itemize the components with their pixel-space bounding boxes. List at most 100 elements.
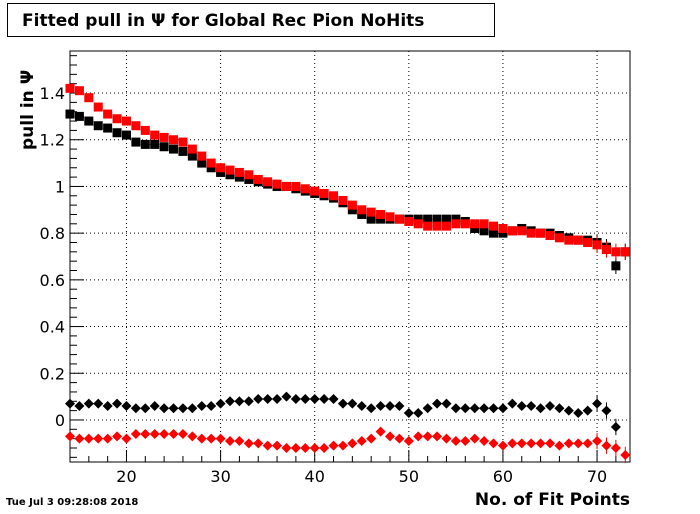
- data-point-square: [225, 165, 235, 175]
- data-point-square: [121, 130, 131, 140]
- data-point-diamond: [413, 431, 424, 442]
- data-point-diamond: [319, 393, 330, 404]
- data-point-square: [601, 244, 611, 254]
- data-point-square: [112, 128, 122, 138]
- timestamp: Tue Jul 3 09:28:08 2018: [6, 497, 139, 508]
- data-point-diamond: [102, 433, 113, 444]
- x-tick-label: 20: [116, 467, 136, 486]
- data-point-diamond: [573, 407, 584, 418]
- data-point-square: [573, 235, 583, 245]
- data-point-diamond: [177, 403, 188, 414]
- chart-title: Fitted pull in Ψ for Global Rec Pion NoH…: [7, 3, 495, 37]
- data-point-square: [197, 158, 207, 168]
- data-point-square: [441, 221, 451, 231]
- data-point-square: [244, 170, 254, 180]
- x-tick-label: 40: [305, 467, 325, 486]
- data-point-square: [489, 228, 499, 238]
- y-tick-label: 0.4: [40, 318, 65, 337]
- plot-frame: [69, 50, 631, 463]
- data-point-diamond: [112, 398, 123, 409]
- data-point-square: [404, 216, 414, 226]
- data-point-diamond: [403, 407, 414, 418]
- data-point-diamond: [281, 442, 292, 453]
- data-point-diamond: [347, 398, 358, 409]
- data-point-square: [169, 135, 179, 145]
- data-point-square: [498, 223, 508, 233]
- data-point-square: [84, 116, 94, 126]
- data-point-diamond: [225, 435, 235, 446]
- data-point-square: [413, 214, 423, 224]
- data-point-diamond: [215, 398, 226, 409]
- data-point-diamond: [545, 438, 555, 449]
- data-point-diamond: [460, 403, 471, 414]
- data-point-diamond: [497, 403, 508, 414]
- data-point-square: [131, 137, 141, 147]
- data-point-diamond: [300, 393, 311, 404]
- data-point-diamond: [74, 433, 85, 444]
- data-point-diamond: [253, 393, 264, 404]
- data-point-diamond: [375, 400, 386, 411]
- data-point-diamond: [422, 431, 433, 442]
- data-point-diamond: [469, 433, 480, 444]
- data-point-square: [611, 261, 621, 271]
- data-point-square: [394, 214, 404, 224]
- y-tick-label: 0.6: [40, 271, 65, 290]
- data-point-square: [592, 240, 602, 250]
- data-point-diamond: [507, 438, 518, 449]
- data-point-square: [347, 200, 357, 210]
- data-point-square: [187, 144, 197, 154]
- data-point-diamond: [93, 398, 104, 409]
- data-point-diamond: [243, 396, 254, 407]
- data-point-diamond: [177, 428, 188, 439]
- data-point-diamond: [394, 400, 405, 411]
- y-tick-label: 1.4: [40, 84, 65, 103]
- data-point-diamond: [460, 435, 471, 446]
- data-point-diamond: [206, 433, 217, 444]
- data-point-square: [460, 219, 470, 229]
- data-point-diamond: [610, 442, 621, 453]
- data-point-square: [413, 219, 423, 229]
- data-point-diamond: [535, 403, 546, 414]
- tick-layer: 20 30 40 50 60 70 0 0.2 0.4 0.6 0.8 1 1.2 1.4: [40, 55, 617, 486]
- data-point-square: [470, 223, 480, 233]
- data-point-diamond: [337, 440, 348, 451]
- data-point-diamond: [488, 403, 499, 414]
- data-point-diamond: [65, 431, 75, 442]
- x-tick-label: 60: [493, 467, 513, 486]
- data-point-diamond: [441, 433, 452, 444]
- data-point-diamond: [366, 403, 377, 414]
- data-point-square: [281, 181, 291, 191]
- data-point-square: [498, 228, 508, 238]
- data-point-diamond: [592, 435, 603, 446]
- data-point-square: [489, 221, 499, 231]
- data-point-diamond: [243, 438, 254, 449]
- data-point-diamond: [309, 442, 320, 453]
- data-point-diamond: [121, 400, 132, 411]
- data-point-square: [74, 111, 84, 121]
- data-point-diamond: [149, 428, 160, 439]
- y-tick-label: 0.8: [40, 224, 65, 243]
- data-point-square: [178, 137, 188, 147]
- data-point-square: [423, 214, 433, 224]
- x-axis-label: No. of Fit Points: [474, 490, 630, 510]
- data-point-diamond: [262, 393, 273, 404]
- data-point-diamond: [140, 403, 151, 414]
- data-point-square: [620, 247, 630, 257]
- data-point-square: [84, 93, 94, 103]
- data-point-diamond: [441, 398, 452, 409]
- data-point-diamond: [620, 449, 631, 460]
- data-point-diamond: [187, 403, 198, 414]
- data-point-square: [536, 228, 546, 238]
- data-point-diamond: [159, 428, 170, 439]
- data-point-square: [169, 144, 179, 154]
- data-point-diamond: [535, 438, 546, 449]
- data-point-diamond: [375, 426, 386, 437]
- data-point-diamond: [469, 403, 480, 414]
- data-point-square: [216, 167, 226, 177]
- data-point-square: [432, 214, 442, 224]
- data-point-square: [347, 205, 357, 215]
- data-point-square: [451, 219, 461, 229]
- data-point-square: [121, 116, 131, 126]
- data-point-diamond: [450, 403, 461, 414]
- data-point-square: [150, 139, 160, 149]
